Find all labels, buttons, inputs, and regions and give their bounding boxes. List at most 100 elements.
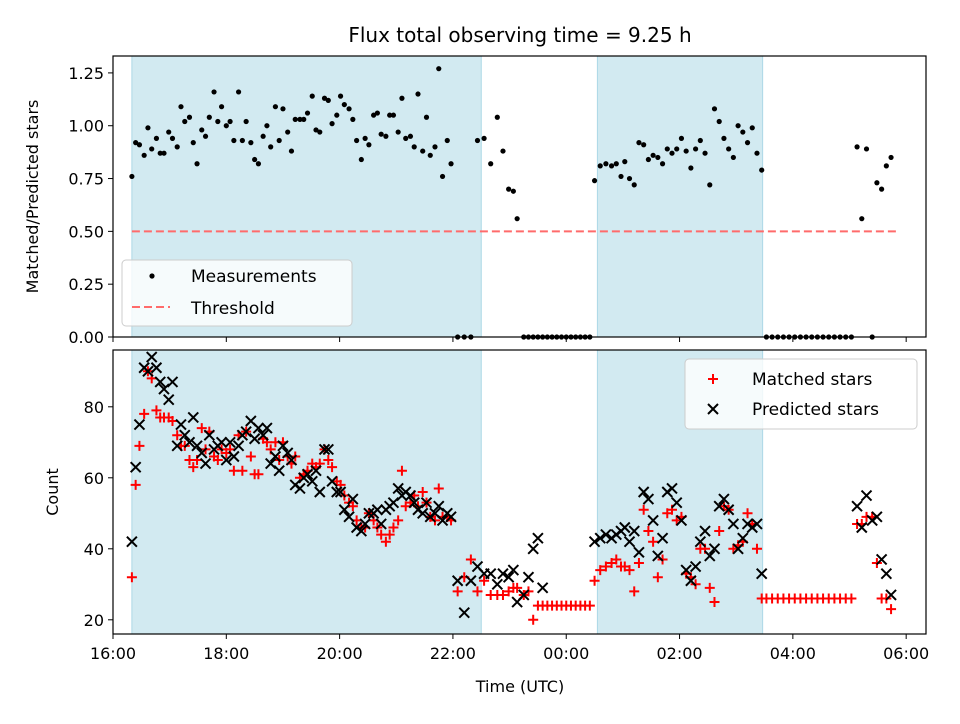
predicted-star-point xyxy=(338,504,351,516)
matched-star-point xyxy=(188,462,199,473)
measurement-point xyxy=(631,182,637,188)
legend-marker-matched xyxy=(708,374,718,384)
measurement-point xyxy=(215,118,221,125)
predicted-star-point xyxy=(875,553,888,566)
predicted-star-point xyxy=(257,429,269,441)
matched-star-point xyxy=(472,586,483,597)
predicted-star-point xyxy=(133,418,146,431)
measurement-point xyxy=(859,216,865,222)
legend: Matched stars Predicted stars xyxy=(684,358,918,430)
predicted-star-point xyxy=(126,535,138,548)
measurement-point xyxy=(716,118,722,125)
predicted-star-point xyxy=(619,521,631,534)
predicted-star-point xyxy=(755,567,768,580)
shaded-interval xyxy=(131,349,482,635)
matched-star-point xyxy=(497,589,508,600)
predicted-star-point xyxy=(318,443,331,456)
predicted-star-point xyxy=(191,440,203,452)
matched-star-point xyxy=(600,561,611,572)
measurement-point xyxy=(744,140,751,146)
predicted-star-point xyxy=(588,535,601,548)
measurement-point xyxy=(395,129,401,135)
top-panel: 0.00 0.25 0.50 0.75 1.00 1.25 Matched/Predicte… xyxy=(23,55,927,347)
matched-star-point xyxy=(384,529,395,540)
y-tick-label: 80 xyxy=(84,398,104,417)
measurement-point xyxy=(186,114,193,120)
measurement-point xyxy=(514,216,520,222)
measurement-point xyxy=(297,116,303,122)
predicted-star-point xyxy=(252,422,265,434)
matched-star-point xyxy=(380,536,391,547)
predicted-star-point xyxy=(129,461,142,473)
predicted-star-point xyxy=(699,525,711,537)
predicted-star-point xyxy=(261,422,273,434)
predicted-star-point xyxy=(166,376,179,388)
predicted-star-point xyxy=(518,589,530,601)
measurement-point xyxy=(613,161,619,167)
matched-star-point xyxy=(648,536,659,547)
measurement-point xyxy=(702,150,708,156)
measurement-point xyxy=(721,135,727,141)
matched-star-point xyxy=(139,408,150,419)
matched-star-point xyxy=(704,582,715,593)
x-tick-label: 20:00 xyxy=(317,644,363,663)
matched-star-point xyxy=(643,526,654,537)
legend-label: Predicted stars xyxy=(752,400,879,420)
matched-star-point xyxy=(396,465,407,476)
predicted-star-point xyxy=(652,550,664,562)
measurement-point xyxy=(626,175,633,182)
predicted-star-point xyxy=(675,514,688,527)
y-tick-label: 60 xyxy=(84,469,104,488)
measurement-point xyxy=(288,148,295,154)
predicted-star-point xyxy=(232,440,245,452)
measurement-point xyxy=(597,163,603,169)
predicted-star-point xyxy=(656,532,669,544)
measurement-point xyxy=(488,161,494,167)
measurement-point xyxy=(474,137,481,144)
measurement-point xyxy=(415,91,421,97)
predicted-star-point xyxy=(420,496,433,509)
predicted-star-point xyxy=(187,411,199,424)
measurement-point xyxy=(448,161,454,167)
measurement-point xyxy=(403,135,409,141)
measurement-point xyxy=(618,173,624,180)
x-axis-label: Time (UTC) xyxy=(475,677,564,696)
measurement-point xyxy=(309,93,315,99)
measurement-point xyxy=(346,106,352,112)
predicted-star-point xyxy=(885,589,897,601)
measurement-point xyxy=(754,150,760,156)
predicted-star-point xyxy=(633,546,645,559)
matched-star-point xyxy=(714,526,725,537)
matched-star-point xyxy=(245,451,256,462)
legend-box xyxy=(684,358,918,430)
predicted-star-point xyxy=(694,535,707,548)
y-tick-label: 0.75 xyxy=(68,170,104,189)
measurement-point xyxy=(378,131,384,137)
measurement-point xyxy=(420,148,426,154)
measurement-point xyxy=(252,156,258,163)
y-axis-label: Count xyxy=(43,468,62,516)
predicted-star-point xyxy=(532,532,544,544)
predicted-star-point xyxy=(536,582,549,594)
measurement-point xyxy=(227,118,233,125)
measurement-point xyxy=(362,135,368,141)
measurement-point xyxy=(707,182,713,188)
predicted-star-point xyxy=(224,436,236,449)
predicted-star-point xyxy=(689,560,702,573)
predicted-star-point xyxy=(175,418,187,431)
predicted-star-point xyxy=(347,493,359,505)
legend-marker-predicted xyxy=(707,403,719,415)
measurement-point xyxy=(321,95,328,101)
measurement-point xyxy=(190,140,196,146)
measurement-point xyxy=(166,129,172,135)
measurement-point xyxy=(194,161,200,167)
measurement-point xyxy=(317,129,323,135)
predicted-star-point xyxy=(215,436,228,449)
predicted-star-point xyxy=(642,493,655,505)
predicted-star-point xyxy=(273,464,285,477)
matched-star-point xyxy=(433,483,444,494)
predicted-star-point xyxy=(522,571,535,583)
predicted-star-point xyxy=(502,571,515,583)
predicted-star-point xyxy=(355,525,368,537)
